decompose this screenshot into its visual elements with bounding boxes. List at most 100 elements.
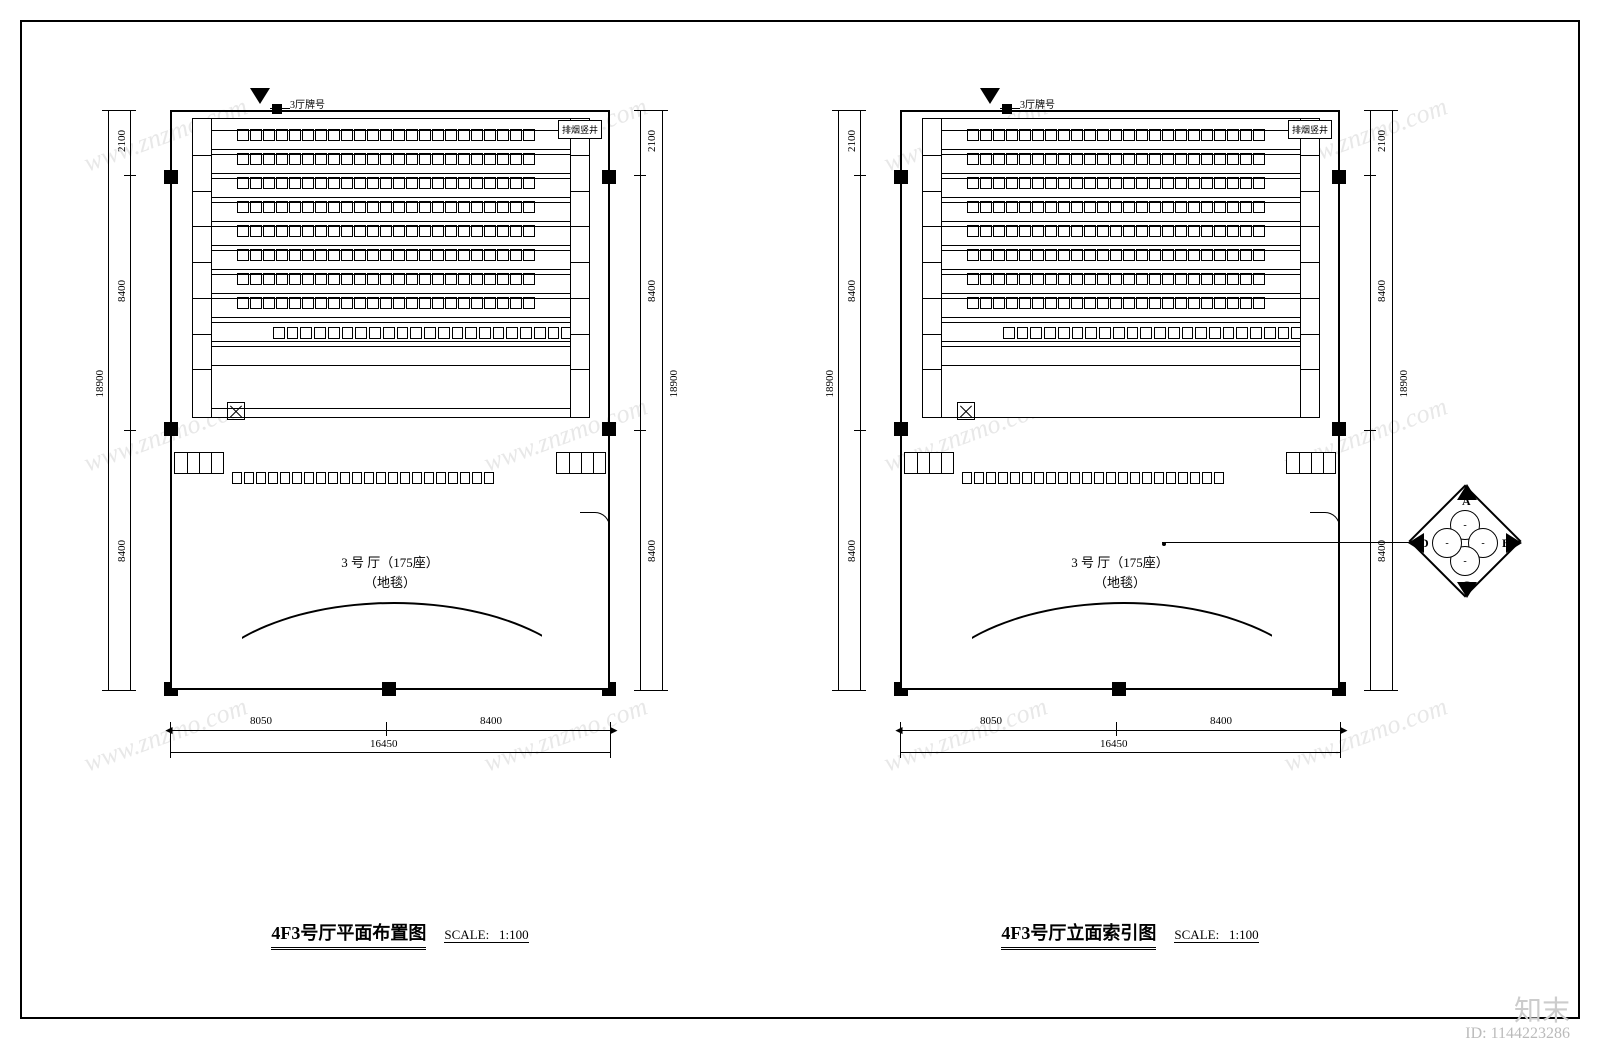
column: [1332, 422, 1346, 436]
screen-arc: [242, 602, 542, 652]
seat: [472, 472, 482, 484]
seat-step: [942, 250, 1300, 270]
dim-text: 8050: [980, 715, 1002, 727]
seat: [1058, 472, 1068, 484]
seat-step: [212, 202, 570, 222]
dim-line: [860, 110, 861, 690]
seat: [292, 472, 302, 484]
scale-label: SCALE:: [1174, 927, 1219, 942]
seat: [436, 472, 446, 484]
dim-text: 8400: [646, 280, 658, 302]
elev-ref-circle: -: [1432, 528, 1462, 558]
dim-text: 8400: [1210, 715, 1232, 727]
dim-tick: [102, 690, 136, 691]
seat: [1166, 472, 1176, 484]
seat-step: [942, 178, 1300, 198]
dim-text: 18900: [668, 370, 680, 398]
dim-text: 8400: [116, 280, 128, 302]
side-stair-left: [174, 452, 224, 474]
elev-letter-b: B: [1502, 536, 1510, 551]
hall-outline: 3 号 厅（175座） （地毯） 排烟竖井: [900, 110, 1340, 690]
dim-arrow: ◄: [163, 724, 175, 736]
seat-step: [942, 274, 1300, 294]
seat: [412, 472, 422, 484]
column: [894, 170, 908, 184]
title-rest: 号厅平面布置图: [300, 923, 426, 943]
column: [894, 422, 908, 436]
dim-tick: [854, 175, 866, 176]
dim-text: 8400: [1376, 280, 1388, 302]
seat-step: [942, 226, 1300, 246]
seat: [280, 472, 290, 484]
seat: [388, 472, 398, 484]
seat: [1046, 472, 1056, 484]
column: [1112, 682, 1126, 696]
front-seat-row: [962, 472, 1282, 486]
seat-step: [212, 226, 570, 246]
aisle-stairs-left: [192, 118, 212, 418]
seat-step: [212, 274, 570, 294]
dim-tick: [1364, 690, 1398, 691]
seat-step: [212, 154, 570, 174]
dim-text: 18900: [824, 370, 836, 398]
dim-line: [170, 730, 610, 731]
corner-notch: [170, 664, 202, 690]
seat: [256, 472, 266, 484]
dim-line: [108, 110, 109, 690]
dim-tick: [1364, 430, 1376, 431]
leader-line: [1162, 542, 1412, 543]
hall-name: 3 号 厅（175座）: [902, 552, 1338, 571]
dim-text: 8400: [1376, 540, 1388, 562]
elev-letter-c: C: [1462, 578, 1471, 593]
seat: [244, 472, 254, 484]
seat-step: [942, 322, 1300, 342]
dim-tick: [832, 110, 866, 111]
seat-step: [212, 178, 570, 198]
seat: [1130, 472, 1140, 484]
hall-note: （地毯）: [172, 572, 608, 591]
hall-outline: 3 号 厅（175座） （地毯） 排烟竖井: [170, 110, 610, 690]
dim-tick: [386, 722, 387, 736]
drawing-elevation-index: 3 号 厅（175座） （地毯） 排烟竖井 3厅牌号 - - - - A B C…: [780, 50, 1480, 930]
drawing-title: 4F3号厅平面布置图 SCALE: 1:100: [50, 919, 750, 950]
dim-line: [170, 752, 610, 753]
aisle-stairs-left: [922, 118, 942, 418]
dim-tick: [832, 690, 866, 691]
seat: [376, 472, 386, 484]
dim-arrow: ►: [608, 724, 620, 736]
dim-text: 2100: [646, 130, 658, 152]
dim-arrow: ◄: [893, 724, 905, 736]
seat: [962, 472, 972, 484]
seat: [352, 472, 362, 484]
front-seat-row: [232, 472, 552, 486]
seat: [448, 472, 458, 484]
dim-text: 16450: [1100, 738, 1128, 750]
side-stair-right: [556, 452, 606, 474]
elev-letter-a: A: [1462, 494, 1471, 509]
seat: [364, 472, 374, 484]
seat-step: [212, 130, 570, 150]
hall-note: （地毯）: [902, 572, 1338, 591]
elev-letter-d: D: [1420, 536, 1429, 551]
door-symbol: [1310, 512, 1340, 542]
dim-line: [1392, 110, 1393, 690]
seat-step: [212, 250, 570, 270]
dim-text: 8050: [250, 715, 272, 727]
dim-text: 18900: [1398, 370, 1410, 398]
dim-tick: [634, 110, 668, 111]
leader-line: [1000, 108, 1020, 109]
seat: [1118, 472, 1128, 484]
dim-text: 8400: [116, 540, 128, 562]
column: [602, 170, 616, 184]
dim-tick: [124, 175, 136, 176]
title-prefix: 4F3: [1001, 923, 1030, 943]
drawing-title: 4F3号厅立面索引图 SCALE: 1:100: [780, 919, 1480, 950]
seat: [1142, 472, 1152, 484]
seat: [232, 472, 242, 484]
title-rest: 号厅立面索引图: [1030, 923, 1156, 943]
shaft-label: 排烟竖井: [558, 120, 602, 139]
dim-text: 8400: [646, 540, 658, 562]
seat: [1190, 472, 1200, 484]
seat: [974, 472, 984, 484]
seat: [1154, 472, 1164, 484]
